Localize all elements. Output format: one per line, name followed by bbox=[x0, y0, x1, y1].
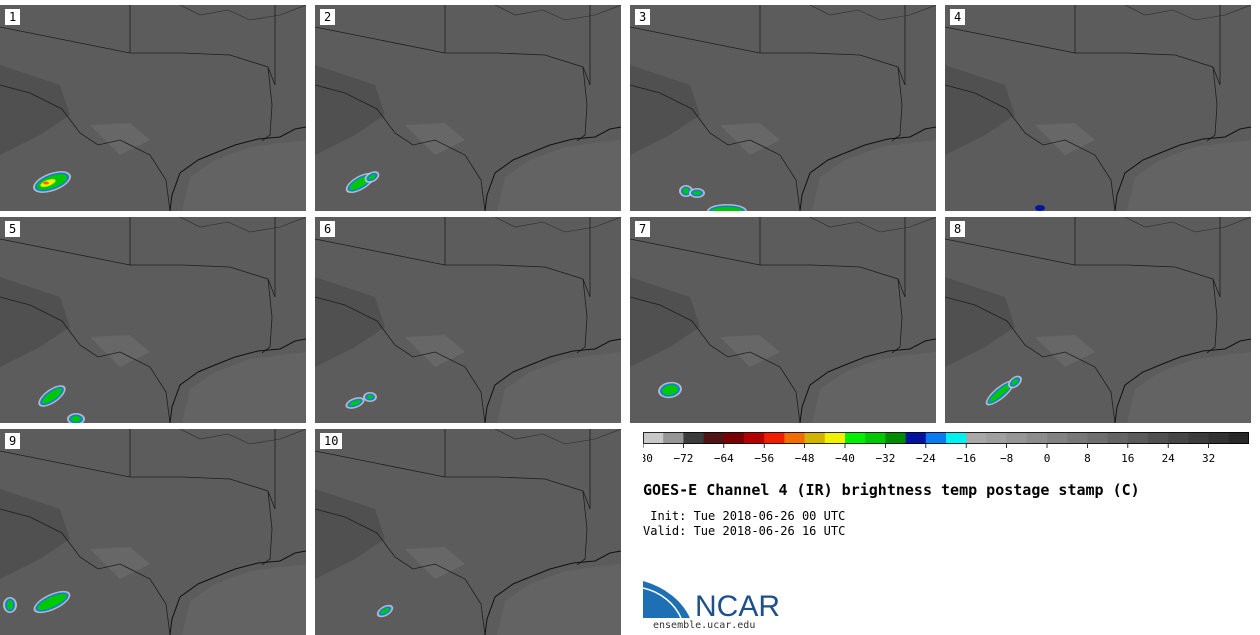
map-panel bbox=[0, 429, 306, 635]
colorbar-bin bbox=[865, 432, 886, 444]
postage-stamp-panel: 1 bbox=[0, 5, 306, 211]
colorbar-bin bbox=[663, 432, 684, 444]
colorbar-frame bbox=[643, 432, 1249, 444]
map-panel bbox=[0, 5, 306, 211]
colorbar-bin bbox=[1107, 432, 1129, 444]
colorbar-tick-label: −16 bbox=[956, 452, 976, 465]
colorbar-bin bbox=[986, 432, 1008, 444]
colorbar-bin bbox=[1228, 432, 1249, 444]
colorbar-bin bbox=[723, 432, 745, 444]
colorbar-tick-label: 16 bbox=[1121, 452, 1134, 465]
colorbar-tick-label: 24 bbox=[1162, 452, 1176, 465]
panel-number-label: 1 bbox=[5, 9, 21, 25]
postage-stamp-panel: 7 bbox=[630, 217, 936, 423]
colorbar-tick-label: 32 bbox=[1202, 452, 1215, 465]
panel-number-label: 5 bbox=[5, 221, 21, 237]
map-panel bbox=[315, 5, 621, 211]
colorbar-bin bbox=[643, 432, 664, 444]
colorbar-tick-label: −8 bbox=[1000, 452, 1013, 465]
panel-number-label: 10 bbox=[320, 433, 343, 449]
logo-text: NCAR bbox=[695, 590, 780, 620]
colorbar-bin bbox=[1168, 432, 1189, 444]
map-panel bbox=[630, 5, 936, 211]
colorbar-tick-label: −40 bbox=[835, 452, 855, 465]
map-panel bbox=[0, 217, 306, 423]
postage-stamp-panel: 3 bbox=[630, 5, 936, 211]
colorbar-bin bbox=[1208, 432, 1230, 444]
colorbar-bin bbox=[703, 432, 725, 444]
postage-stamp-panel: 8 bbox=[945, 217, 1251, 423]
valid-time: Valid: Tue 2018-06-26 16 UTC bbox=[643, 524, 846, 538]
ncar-logo: NCAR bbox=[643, 579, 780, 620]
colorbar-tick-label: −64 bbox=[714, 452, 734, 465]
colorbar-bin bbox=[925, 432, 947, 444]
logo-url: ensemble.ucar.edu bbox=[653, 620, 756, 631]
map-panel bbox=[315, 217, 621, 423]
panel-number-label: 3 bbox=[635, 9, 651, 25]
colorbar-bin bbox=[1188, 432, 1210, 444]
colorbar-bin bbox=[845, 432, 866, 444]
map-panel bbox=[945, 217, 1251, 423]
colorbar-bin bbox=[764, 432, 785, 444]
colorbar-tick-label: 0 bbox=[1044, 452, 1051, 465]
postage-stamp-panel: 2 bbox=[315, 5, 621, 211]
colorbar-tick-label: −72 bbox=[673, 452, 693, 465]
map-panel bbox=[945, 5, 1251, 211]
panel-number-label: 9 bbox=[5, 433, 21, 449]
map-panel bbox=[630, 217, 936, 423]
colorbar-bin bbox=[1148, 432, 1169, 444]
colorbar-tick-label: −80 bbox=[643, 452, 653, 465]
colorbar-bin bbox=[824, 432, 846, 444]
colorbar-bin bbox=[1006, 432, 1028, 444]
postage-stamp-panel: 5 bbox=[0, 217, 306, 423]
colorbar-tick-label: 8 bbox=[1084, 452, 1091, 465]
panel-number-label: 2 bbox=[320, 9, 336, 25]
panel-number-label: 4 bbox=[950, 9, 966, 25]
panel-number-label: 6 bbox=[320, 221, 336, 237]
colorbar-tick-label: −32 bbox=[875, 452, 895, 465]
colorbar-bin bbox=[683, 432, 705, 444]
panel-number-label: 8 bbox=[950, 221, 966, 237]
colorbar-bin bbox=[1067, 432, 1088, 444]
colorbar-bin bbox=[784, 432, 806, 444]
colorbar-bin bbox=[885, 432, 907, 444]
colorbar-tick-label: −24 bbox=[916, 452, 936, 465]
colorbar-bin bbox=[804, 432, 826, 444]
colorbar-bin bbox=[1127, 432, 1149, 444]
colorbar-bin bbox=[1087, 432, 1109, 444]
colorbar-tick-label: −48 bbox=[795, 452, 815, 465]
colorbar-bin bbox=[966, 432, 987, 444]
colorbar-bin bbox=[946, 432, 967, 444]
colorbar-bin bbox=[905, 432, 927, 444]
map-panel bbox=[315, 429, 621, 635]
postage-stamp-panel: 6 bbox=[315, 217, 621, 423]
postage-stamp-panel: 4 bbox=[945, 5, 1251, 211]
postage-stamp-panel: 10 bbox=[315, 429, 621, 635]
colorbar-tick-label: −56 bbox=[754, 452, 774, 465]
colorbar-bin bbox=[744, 432, 765, 444]
init-time: Init: Tue 2018-06-26 00 UTC bbox=[643, 509, 846, 523]
colorbar-bin bbox=[1026, 432, 1048, 444]
figure-title: GOES-E Channel 4 (IR) brightness temp po… bbox=[643, 481, 1140, 499]
postage-stamp-panel: 9 bbox=[0, 429, 306, 635]
colorbar-bin bbox=[1047, 432, 1068, 444]
panel-number-label: 7 bbox=[635, 221, 651, 237]
